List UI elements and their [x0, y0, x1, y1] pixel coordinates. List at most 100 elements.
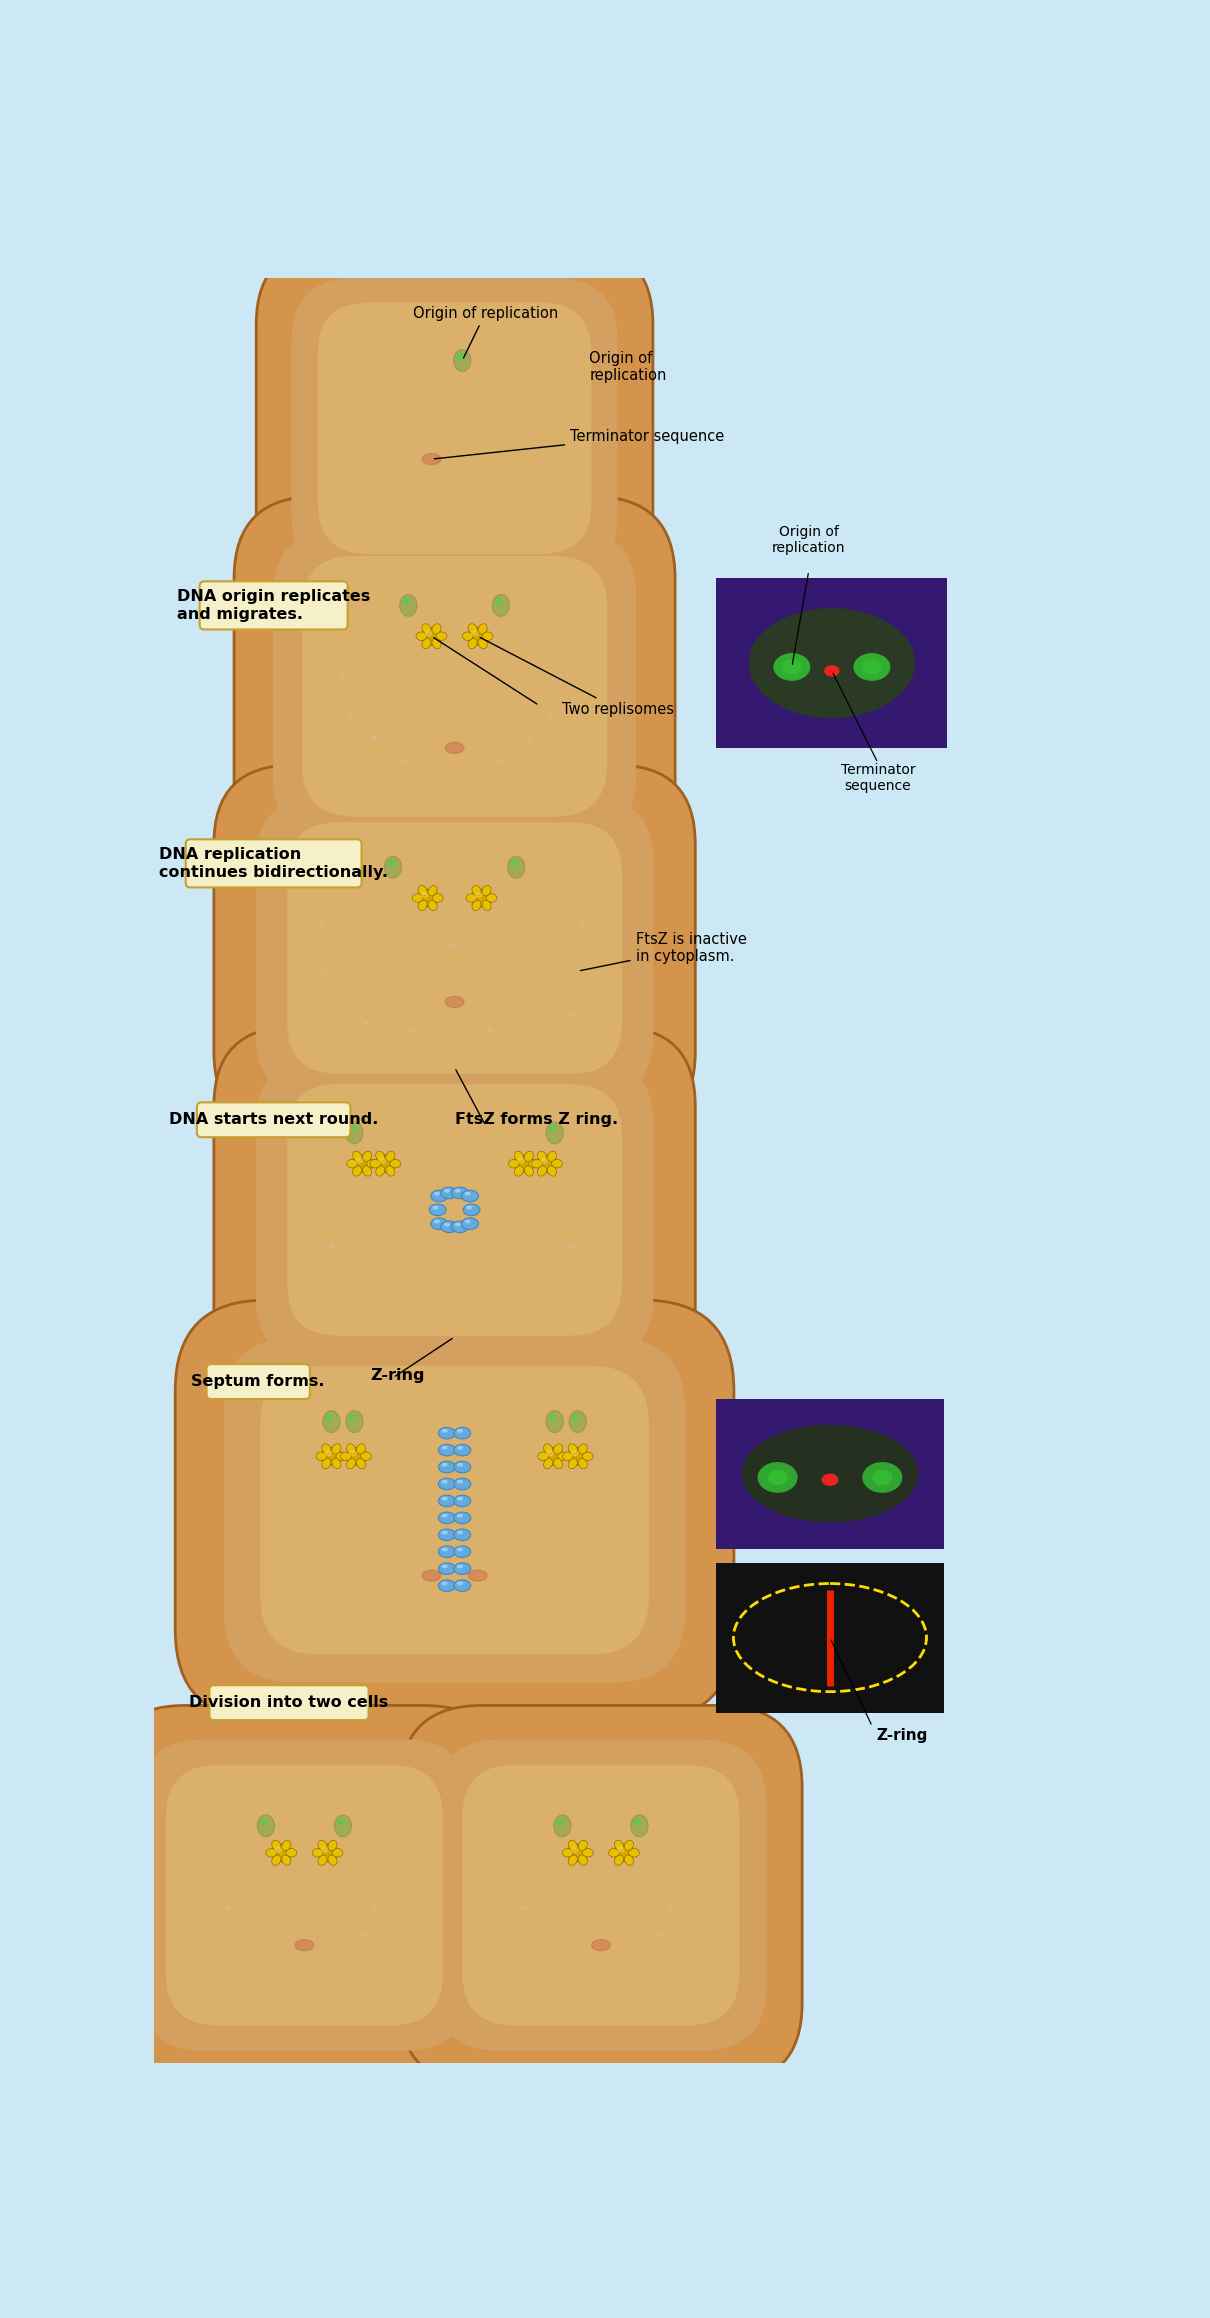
Ellipse shape: [613, 1845, 634, 1861]
FancyBboxPatch shape: [209, 1685, 369, 1720]
Ellipse shape: [773, 654, 811, 681]
Ellipse shape: [433, 1219, 440, 1224]
Ellipse shape: [457, 1565, 463, 1569]
FancyBboxPatch shape: [255, 797, 653, 1099]
Ellipse shape: [432, 624, 440, 635]
FancyBboxPatch shape: [260, 1365, 649, 1655]
Ellipse shape: [315, 967, 332, 976]
FancyBboxPatch shape: [302, 851, 606, 1045]
Text: Origin of
replication: Origin of replication: [772, 526, 846, 556]
Ellipse shape: [332, 1458, 341, 1470]
Ellipse shape: [282, 1840, 290, 1850]
Bar: [716, 580, 947, 749]
Ellipse shape: [361, 1451, 371, 1460]
Ellipse shape: [478, 637, 488, 649]
Ellipse shape: [323, 1013, 340, 1022]
Ellipse shape: [440, 1222, 457, 1233]
Text: Terminator
sequence: Terminator sequence: [841, 763, 916, 793]
Ellipse shape: [630, 1815, 647, 1836]
Ellipse shape: [386, 1152, 394, 1161]
Ellipse shape: [578, 1458, 587, 1470]
Ellipse shape: [486, 1029, 494, 1032]
Ellipse shape: [531, 1020, 548, 1032]
Ellipse shape: [457, 1581, 463, 1586]
Ellipse shape: [547, 1166, 557, 1175]
Ellipse shape: [514, 1166, 524, 1175]
FancyBboxPatch shape: [257, 246, 653, 612]
FancyBboxPatch shape: [288, 1405, 621, 1616]
Ellipse shape: [454, 1460, 471, 1472]
Text: DNA starts next round.: DNA starts next round.: [169, 1113, 379, 1127]
Ellipse shape: [428, 885, 437, 895]
FancyBboxPatch shape: [485, 1789, 716, 2000]
Ellipse shape: [225, 1905, 231, 1910]
Ellipse shape: [356, 1157, 363, 1164]
Ellipse shape: [495, 598, 502, 605]
Ellipse shape: [346, 1122, 363, 1143]
Ellipse shape: [318, 1840, 327, 1850]
Ellipse shape: [422, 1569, 440, 1581]
Ellipse shape: [260, 1817, 267, 1827]
Ellipse shape: [519, 1905, 536, 1917]
Ellipse shape: [457, 1497, 463, 1500]
Ellipse shape: [312, 1847, 323, 1857]
FancyBboxPatch shape: [255, 1059, 653, 1361]
Ellipse shape: [557, 675, 563, 679]
Ellipse shape: [569, 1196, 586, 1208]
Ellipse shape: [462, 633, 473, 640]
Ellipse shape: [468, 624, 477, 635]
FancyBboxPatch shape: [339, 327, 570, 529]
Ellipse shape: [531, 1159, 542, 1168]
Text: DNA origin replicates
and migrates.: DNA origin replicates and migrates.: [177, 589, 370, 621]
Ellipse shape: [534, 1020, 540, 1025]
Ellipse shape: [457, 1548, 463, 1551]
Ellipse shape: [572, 1414, 578, 1421]
Ellipse shape: [742, 1426, 918, 1523]
Ellipse shape: [558, 1451, 569, 1460]
FancyBboxPatch shape: [207, 1365, 310, 1400]
Ellipse shape: [457, 1446, 463, 1449]
Ellipse shape: [431, 1217, 448, 1229]
Ellipse shape: [514, 1154, 534, 1173]
Ellipse shape: [482, 885, 491, 895]
Ellipse shape: [563, 1847, 574, 1857]
Ellipse shape: [431, 1189, 448, 1201]
Ellipse shape: [457, 1479, 463, 1484]
Ellipse shape: [328, 1854, 338, 1866]
Ellipse shape: [325, 1198, 332, 1201]
Ellipse shape: [371, 1905, 378, 1910]
Ellipse shape: [438, 1511, 455, 1523]
Ellipse shape: [615, 1840, 623, 1850]
Ellipse shape: [367, 1159, 378, 1168]
Ellipse shape: [634, 1817, 640, 1827]
FancyBboxPatch shape: [277, 1398, 632, 1623]
FancyBboxPatch shape: [350, 336, 559, 519]
Ellipse shape: [546, 1451, 554, 1456]
Ellipse shape: [428, 899, 437, 911]
Ellipse shape: [822, 1474, 839, 1486]
Ellipse shape: [466, 1205, 472, 1210]
Ellipse shape: [454, 1495, 471, 1507]
Ellipse shape: [325, 1013, 332, 1018]
Ellipse shape: [399, 596, 416, 617]
Ellipse shape: [465, 1219, 471, 1224]
Ellipse shape: [457, 1428, 463, 1433]
Ellipse shape: [463, 1203, 480, 1215]
Ellipse shape: [484, 1027, 501, 1038]
Ellipse shape: [492, 596, 509, 617]
Ellipse shape: [554, 1444, 563, 1453]
Ellipse shape: [275, 1847, 282, 1852]
Ellipse shape: [554, 1815, 571, 1836]
Ellipse shape: [474, 892, 483, 897]
Text: Septum forms.: Septum forms.: [191, 1375, 325, 1388]
Ellipse shape: [454, 1530, 471, 1541]
Ellipse shape: [569, 1444, 577, 1453]
Ellipse shape: [456, 352, 463, 362]
Ellipse shape: [580, 920, 586, 925]
FancyBboxPatch shape: [200, 582, 347, 630]
Ellipse shape: [549, 1414, 555, 1421]
Ellipse shape: [318, 1854, 327, 1866]
Ellipse shape: [567, 1845, 588, 1861]
Ellipse shape: [416, 633, 427, 640]
Ellipse shape: [537, 1154, 557, 1173]
